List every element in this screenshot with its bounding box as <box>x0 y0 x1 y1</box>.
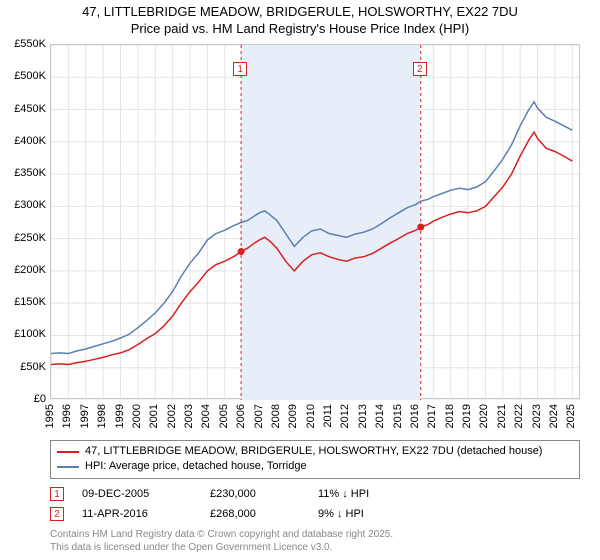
legend-label: HPI: Average price, detached house, Torr… <box>85 459 307 474</box>
x-tick-label: 2012 <box>339 404 351 428</box>
y-tick-label: £300K <box>0 199 46 211</box>
plot-svg <box>51 45 581 400</box>
y-tick-label: £50K <box>0 361 46 373</box>
x-tick-label: 2019 <box>461 404 473 428</box>
x-tick-label: 2001 <box>148 404 160 428</box>
y-tick-label: £500K <box>0 70 46 82</box>
legend-row: 47, LITTLEBRIDGE MEADOW, BRIDGERULE, HOL… <box>57 444 573 459</box>
x-tick-label: 1999 <box>114 404 126 428</box>
x-tick-label: 1996 <box>61 404 73 428</box>
chart-subtitle: Price paid vs. HM Land Registry's House … <box>0 21 600 40</box>
x-tick-label: 2020 <box>478 404 490 428</box>
sale-marker-1: 1 <box>233 62 247 76</box>
x-tick-label: 2010 <box>305 404 317 428</box>
x-tick-label: 1997 <box>79 404 91 428</box>
x-tick-label: 2024 <box>548 404 560 428</box>
x-tick-label: 2009 <box>287 404 299 428</box>
sale-date: 11-APR-2016 <box>82 508 192 520</box>
x-tick-label: 2022 <box>513 404 525 428</box>
x-tick-label: 2016 <box>409 404 421 428</box>
x-tick-label: 2023 <box>531 404 543 428</box>
x-tick-label: 2013 <box>357 404 369 428</box>
legend-row: HPI: Average price, detached house, Torr… <box>57 459 573 474</box>
x-tick-label: 2014 <box>374 404 386 428</box>
sale-price: £268,000 <box>210 508 300 520</box>
y-tick-label: £400K <box>0 135 46 147</box>
x-tick-label: 2021 <box>496 404 508 428</box>
x-tick-label: 2025 <box>565 404 577 428</box>
x-tick-label: 2000 <box>131 404 143 428</box>
y-tick-label: £550K <box>0 38 46 50</box>
y-tick-label: £150K <box>0 296 46 308</box>
x-tick-label: 2007 <box>253 404 265 428</box>
y-tick-label: £350K <box>0 167 46 179</box>
chart-title: 47, LITTLEBRIDGE MEADOW, BRIDGERULE, HOL… <box>0 0 600 21</box>
x-tick-label: 2008 <box>270 404 282 428</box>
x-tick-label: 2011 <box>322 404 334 428</box>
sale-date: 09-DEC-2005 <box>82 488 192 500</box>
sale-row: 2 11-APR-2016 £268,000 9% ↓ HPI <box>50 504 580 524</box>
x-tick-label: 2003 <box>183 404 195 428</box>
sale-diff: 9% ↓ HPI <box>318 508 408 520</box>
x-tick-label: 2018 <box>444 404 456 428</box>
y-tick-label: £250K <box>0 232 46 244</box>
sale-diff: 11% ↓ HPI <box>318 488 408 500</box>
y-tick-label: £100K <box>0 328 46 340</box>
sale-price: £230,000 <box>210 488 300 500</box>
x-tick-label: 1998 <box>96 404 108 428</box>
x-tick-label: 1995 <box>44 404 56 428</box>
y-tick-label: £450K <box>0 103 46 115</box>
footer-attribution: Contains HM Land Registry data © Crown c… <box>50 528 580 554</box>
sale-marker-box: 1 <box>50 487 64 501</box>
sale-marker-box: 2 <box>50 507 64 521</box>
legend-label: 47, LITTLEBRIDGE MEADOW, BRIDGERULE, HOL… <box>85 444 542 459</box>
legend-swatch <box>57 466 79 468</box>
y-tick-label: £0 <box>0 393 46 405</box>
x-tick-label: 2004 <box>200 404 212 428</box>
sale-row: 1 09-DEC-2005 £230,000 11% ↓ HPI <box>50 484 580 504</box>
sale-marker-2: 2 <box>413 62 427 76</box>
footer-line-2: This data is licensed under the Open Gov… <box>50 541 580 554</box>
x-tick-label: 2005 <box>218 404 230 428</box>
x-tick-label: 2015 <box>392 404 404 428</box>
x-tick-label: 2017 <box>426 404 438 428</box>
sales-table: 1 09-DEC-2005 £230,000 11% ↓ HPI 2 11-APR-201… <box>50 484 580 524</box>
chart-container: 47, LITTLEBRIDGE MEADOW, BRIDGERULE, HOL… <box>0 0 600 560</box>
plot-area <box>50 44 580 399</box>
legend: 47, LITTLEBRIDGE MEADOW, BRIDGERULE, HOL… <box>50 440 580 479</box>
legend-swatch <box>57 451 79 453</box>
x-tick-label: 2002 <box>166 404 178 428</box>
footer-line-1: Contains HM Land Registry data © Crown c… <box>50 528 580 541</box>
chart-area: £0£50K£100K£150K£200K£250K£300K£350K£400… <box>50 44 580 399</box>
x-tick-label: 2006 <box>235 404 247 428</box>
y-tick-label: £200K <box>0 264 46 276</box>
